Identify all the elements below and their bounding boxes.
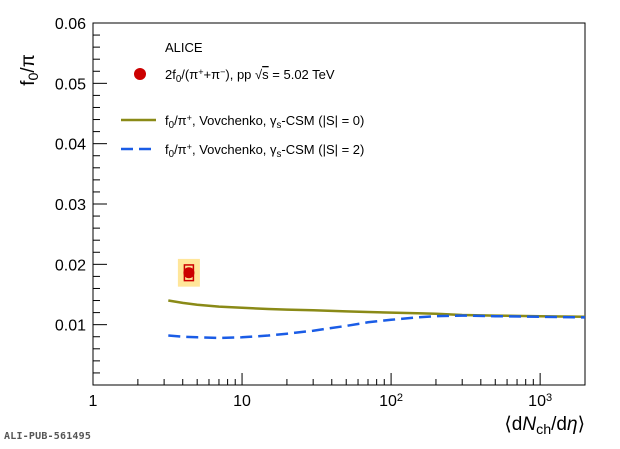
legend-marker-data	[134, 68, 146, 80]
x-tick-label: 1	[89, 393, 98, 410]
y-tick-label: 0.05	[55, 76, 86, 93]
x-tick-label: 10	[233, 393, 251, 410]
y-tick-label: 0.01	[55, 318, 86, 335]
legend-entry-s0: f0/π+, Vovchenko, γs-CSM (|S| = 0)	[165, 113, 364, 131]
legend-title: ALICE	[165, 40, 203, 55]
legend-entry-data: 2f0/(π++π−), pp √s = 5.02 TeV	[165, 67, 335, 85]
x-tick-label: 103	[528, 392, 552, 410]
x-axis: 1 10 102 103	[89, 373, 586, 410]
y-tick-label: 0.04	[55, 137, 86, 154]
series-line-s0	[168, 299, 586, 319]
y-axis: 0.01 0.02 0.03 0.04 0.05 0.06	[55, 16, 107, 374]
y-axis-title: f0/π	[18, 54, 42, 86]
y-tick-label: 0.02	[55, 257, 86, 274]
y-tick-label: 0.03	[55, 197, 86, 214]
x-tick-label: 102	[379, 392, 403, 410]
x-axis-title: ⟨dNch/dη⟩	[504, 414, 585, 438]
series-layer	[168, 258, 586, 340]
y-tick-label: 0.06	[55, 16, 86, 33]
legend: ALICE 2f0/(π++π−), pp √s = 5.02 TeV f0/π…	[121, 40, 364, 160]
legend-entry-s2: f0/π+, Vovchenko, γs-CSM (|S| = 2)	[165, 142, 364, 160]
publication-id: ALI-PUB-561495	[4, 431, 92, 442]
data-point-marker	[183, 267, 195, 279]
series-line-s2	[168, 314, 586, 340]
